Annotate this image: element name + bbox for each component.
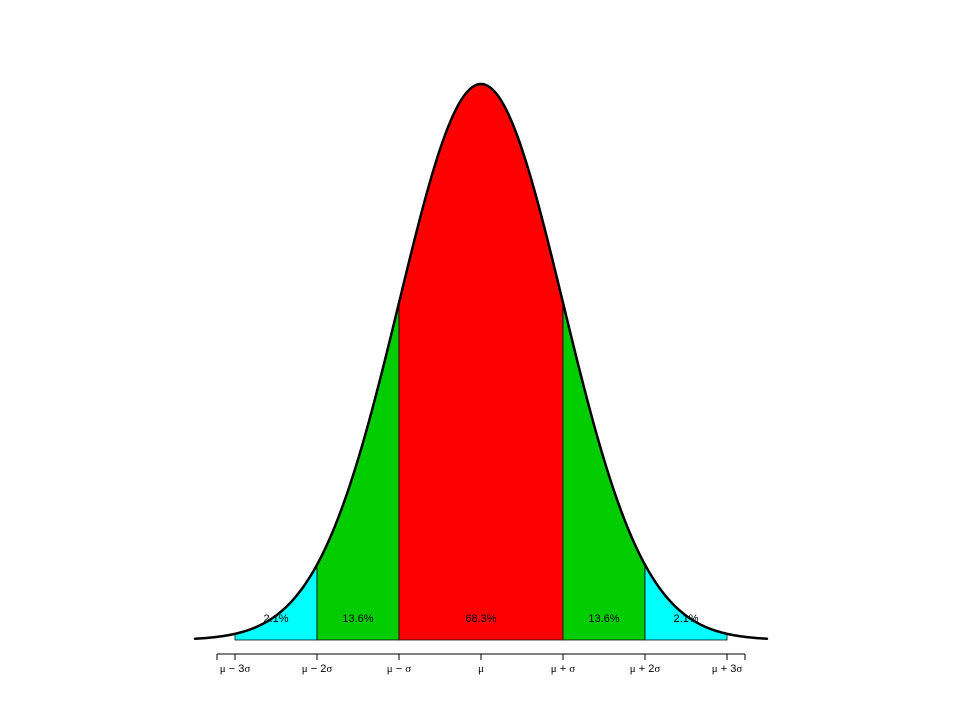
normal-distribution-chart: 2.1% 13.6% 68.3% 13.6% 2.1% μ − 3σ μ − 2σ μ − σ…: [0, 0, 960, 720]
x-tick-label-6: μ + 3σ: [712, 663, 743, 675]
x-tick-label-1: μ − 2σ: [302, 663, 333, 675]
region-pct-label-3: 13.6%: [588, 613, 619, 625]
x-tick-label-5: μ + 2σ: [630, 663, 661, 675]
x-tick-label-3: μ: [478, 663, 484, 675]
x-tick-label-2: μ − σ: [387, 663, 411, 675]
x-tick-label-0: μ − 3σ: [220, 663, 251, 675]
region-pct-label-4: 2.1%: [673, 613, 698, 625]
x-tick-label-4: μ + σ: [551, 663, 575, 675]
region-pct-label-1: 13.6%: [342, 613, 373, 625]
region-pct-label-0: 2.1%: [263, 613, 288, 625]
region-pct-label-2: 68.3%: [465, 613, 496, 625]
